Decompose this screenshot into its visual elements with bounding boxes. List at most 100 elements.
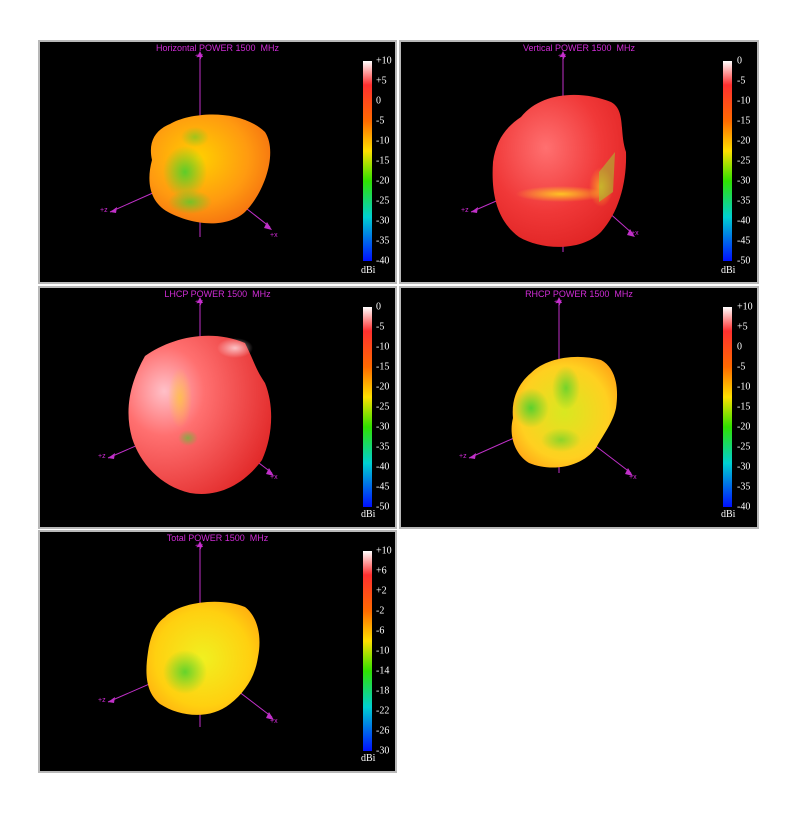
- scale-tick-label: -50: [376, 501, 390, 513]
- scale-tick-label: -2: [376, 605, 385, 617]
- scale-tick-label: -6: [376, 625, 385, 637]
- scale-tick-label: -10: [737, 95, 751, 107]
- scale-tick-label: -20: [737, 421, 751, 433]
- scale-tick-label: -5: [737, 361, 746, 373]
- radiation-pattern-3d: [107, 297, 274, 494]
- scale-tick-label: -30: [737, 461, 751, 473]
- scale-tick-label: -10: [737, 381, 751, 393]
- axis-label-y: +y: [558, 53, 566, 60]
- scale-tick-label: -10: [376, 341, 390, 353]
- scale-tick-label: -30: [376, 215, 390, 227]
- axis-label-z: +z: [98, 453, 106, 460]
- scale-tick-label: -40: [376, 255, 390, 267]
- panel-title: LHCP POWER 1500 MHz: [164, 289, 271, 299]
- axis-label-x: +x: [629, 474, 637, 481]
- axis-label-y: +y: [195, 53, 203, 60]
- scale-tick-label: -25: [737, 155, 751, 167]
- scale-tick-label: -5: [376, 321, 385, 333]
- scale-tick-label: -15: [376, 155, 390, 167]
- scale-tick-label: -18: [376, 685, 390, 697]
- scale-tick-label: -25: [737, 441, 751, 453]
- scale-tick-label: -15: [737, 401, 751, 413]
- scale-tick-label: -20: [376, 175, 390, 187]
- color-scale-bar: [363, 307, 372, 507]
- scale-tick-label: 0: [737, 55, 742, 67]
- axis-label-y: +y: [195, 543, 203, 550]
- scale-tick-label: 0: [737, 341, 742, 353]
- plot-panel-total: Total POWER 1500 MHz +y +z +x +10 +6 +2 -2 -…: [38, 530, 397, 773]
- scale-tick-label: -40: [737, 501, 751, 513]
- scale-tick-label: -20: [737, 135, 751, 147]
- scale-tick-label: -26: [376, 725, 390, 737]
- scale-ticks: 0 -5 -10 -15 -20 -25 -30 -35 -40 -45 -50: [737, 56, 757, 267]
- scale-tick-label: +5: [737, 321, 748, 333]
- axis-label-x: +x: [270, 718, 278, 725]
- color-scale-bar: [363, 551, 372, 751]
- plot-panel-vertical: Vertical POWER 1500 MHz +y +z +x 0 -5 -10 -…: [399, 40, 759, 284]
- scale-unit: dBi: [361, 265, 376, 276]
- scale-unit: dBi: [361, 753, 376, 764]
- scale-tick-label: +10: [737, 301, 753, 313]
- radiation-pattern-3d: [107, 541, 274, 727]
- panel-title: Total POWER 1500 MHz: [166, 533, 269, 543]
- scale-tick-label: -15: [737, 115, 751, 127]
- scale-tick-label: -50: [737, 255, 751, 267]
- radiation-pattern-3d: [109, 51, 272, 237]
- axis-label-x: +x: [631, 230, 639, 237]
- scale-tick-label: 0: [376, 301, 381, 313]
- color-scale-bar: [723, 307, 732, 507]
- scale-tick-label: -35: [376, 441, 390, 453]
- scale-tick-label: +10: [376, 545, 392, 557]
- scale-tick-label: -5: [376, 115, 385, 127]
- scale-tick-label: -35: [737, 481, 751, 493]
- axis-label-y: +y: [195, 299, 203, 306]
- scale-tick-label: -40: [376, 461, 390, 473]
- scale-tick-label: -35: [376, 235, 390, 247]
- plot-panel-horizontal: Horizontal POWER 1500 MHz +y +z +x +10 +5…: [38, 40, 397, 284]
- scale-tick-label: -25: [376, 401, 390, 413]
- scale-tick-label: +10: [376, 55, 392, 67]
- scale-tick-label: -30: [376, 421, 390, 433]
- axis-label-y: +y: [554, 299, 562, 306]
- scale-tick-label: -10: [376, 645, 390, 657]
- scale-ticks: +10 +5 0 -5 -10 -15 -20 -25 -30 -35 -40: [737, 302, 757, 513]
- scale-tick-label: -15: [376, 361, 390, 373]
- scale-unit: dBi: [361, 509, 376, 520]
- scale-ticks: +10 +5 0 -5 -10 -15 -20 -25 -30 -35 -40: [376, 56, 395, 267]
- scale-tick-label: -22: [376, 705, 390, 717]
- scale-tick-label: -45: [737, 235, 751, 247]
- scale-tick-label: -25: [376, 195, 390, 207]
- axis-label-z: +z: [459, 453, 467, 460]
- plot-panel-rhcp: RHCP POWER 1500 MHz +y +z +x +10 +5 0 -5 -10…: [399, 286, 759, 529]
- panel-title: Horizontal POWER 1500 MHz: [155, 43, 280, 53]
- scale-ticks: +10 +6 +2 -2 -6 -10 -14 -18 -22 -26 -30: [376, 546, 395, 757]
- scale-ticks: 0 -5 -10 -15 -20 -25 -30 -35 -40 -45 -50: [376, 302, 395, 513]
- radiation-pattern-3d: [468, 297, 633, 476]
- scale-tick-label: -30: [376, 745, 390, 757]
- scale-tick-label: -30: [737, 175, 751, 187]
- axis-label-z: +z: [461, 207, 469, 214]
- scale-tick-label: +2: [376, 585, 387, 597]
- axis-label-x: +x: [270, 232, 278, 239]
- scale-tick-label: -45: [376, 481, 390, 493]
- scale-tick-label: -14: [376, 665, 390, 677]
- axis-label-z: +z: [100, 207, 108, 214]
- radiation-pattern-3d: [470, 51, 635, 252]
- color-scale-bar: [363, 61, 372, 261]
- scale-tick-label: -40: [737, 215, 751, 227]
- scale-tick-label: +6: [376, 565, 387, 577]
- plot-panel-lhcp: LHCP POWER 1500 MHz +y +z +x 0 -5 -10 -15 -2…: [38, 286, 397, 529]
- panel-title: Vertical POWER 1500 MHz: [522, 43, 636, 53]
- scale-tick-label: 0: [376, 95, 381, 107]
- scale-tick-label: -10: [376, 135, 390, 147]
- axis-label-x: +x: [270, 474, 278, 481]
- scale-tick-label: -5: [737, 75, 746, 87]
- scale-tick-label: -20: [376, 381, 390, 393]
- scale-unit: dBi: [721, 265, 736, 276]
- scale-unit: dBi: [721, 509, 736, 520]
- panel-title: RHCP POWER 1500 MHz: [525, 289, 633, 299]
- scale-tick-label: +5: [376, 75, 387, 87]
- color-scale-bar: [723, 61, 732, 261]
- axis-label-z: +z: [98, 697, 106, 704]
- scale-tick-label: -35: [737, 195, 751, 207]
